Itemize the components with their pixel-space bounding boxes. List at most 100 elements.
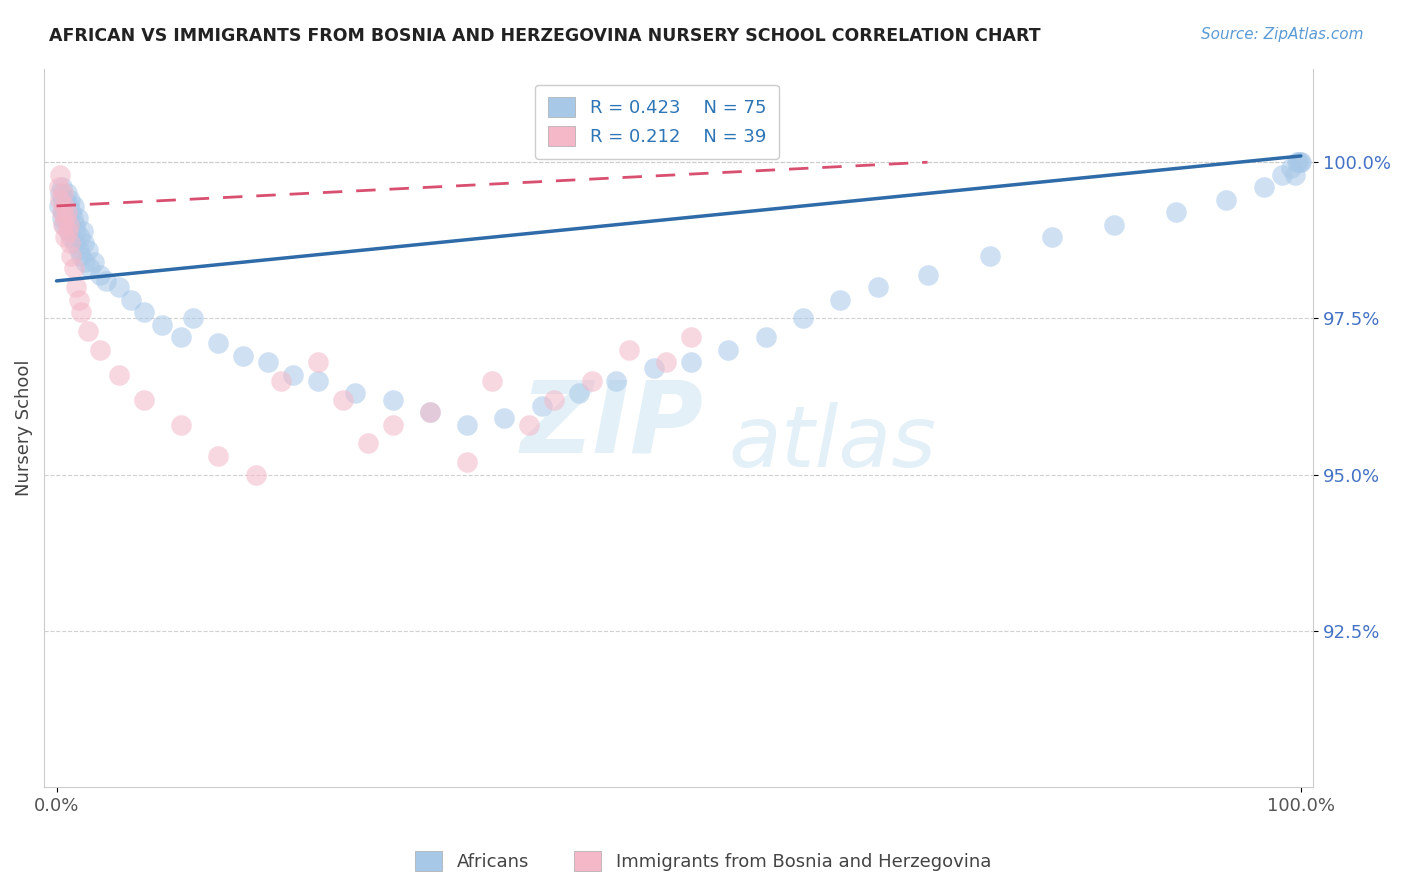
Point (58, 199, 80, 213)
Point (207, 336, 229, 351)
Point (58, 218, 80, 232)
Point (281, 368, 304, 382)
Point (63, 236, 86, 251)
Point (530, 399, 553, 413)
Point (1271, 168, 1294, 182)
Point (1288, 155, 1310, 169)
Point (456, 417, 478, 432)
Point (120, 293, 142, 307)
Point (70, 305, 93, 319)
Point (67, 293, 90, 307)
Point (866, 280, 889, 294)
Point (76, 243, 98, 257)
Point (830, 293, 852, 307)
Point (150, 318, 173, 332)
Point (519, 417, 541, 432)
Point (1040, 230, 1063, 244)
Point (717, 343, 740, 357)
Point (917, 268, 939, 282)
Point (89, 343, 111, 357)
Point (207, 449, 229, 463)
Point (1253, 180, 1275, 194)
Text: ZIP: ZIP (520, 376, 703, 473)
Point (55, 205, 77, 219)
Point (52, 218, 75, 232)
Point (1215, 193, 1237, 207)
Point (481, 374, 503, 388)
Point (53, 218, 76, 232)
Point (83, 255, 105, 269)
Point (63, 261, 86, 276)
Point (48, 180, 70, 194)
Point (419, 405, 441, 419)
Point (52, 205, 75, 219)
Point (60, 249, 83, 263)
Point (55, 186, 77, 201)
Point (63, 218, 86, 232)
Point (65, 280, 87, 294)
Point (79, 261, 101, 276)
Point (65, 224, 87, 238)
Point (1286, 155, 1309, 169)
Point (58, 224, 80, 238)
Point (979, 249, 1001, 263)
Point (681, 355, 703, 369)
Point (568, 386, 591, 401)
Point (1279, 161, 1302, 176)
Point (605, 374, 627, 388)
Point (53, 193, 76, 207)
Point (53, 199, 76, 213)
Point (52, 193, 75, 207)
Point (49, 168, 72, 182)
Point (1102, 218, 1125, 232)
Point (52, 186, 75, 201)
Point (56, 211, 79, 226)
Point (617, 343, 640, 357)
Point (132, 392, 155, 407)
Point (419, 405, 441, 419)
Point (170, 417, 193, 432)
Point (681, 330, 703, 344)
Point (59, 193, 82, 207)
Legend: R = 0.423    N = 75, R = 0.212    N = 39: R = 0.423 N = 75, R = 0.212 N = 39 (536, 85, 779, 159)
Point (170, 330, 193, 344)
Point (344, 386, 367, 401)
Point (75, 255, 97, 269)
Point (49, 186, 72, 201)
Point (89, 268, 111, 282)
Point (307, 374, 329, 388)
Point (356, 436, 378, 450)
Point (792, 311, 814, 326)
Point (1284, 168, 1306, 182)
Point (232, 349, 254, 363)
Point (1286, 155, 1309, 169)
Point (60, 230, 83, 244)
Point (655, 355, 678, 369)
Point (643, 361, 665, 376)
Point (69, 230, 91, 244)
Point (1166, 205, 1188, 219)
Point (53, 230, 76, 244)
Point (755, 330, 778, 344)
Point (53, 199, 76, 213)
Point (73, 236, 96, 251)
Point (381, 417, 404, 432)
Point (51, 180, 73, 194)
Point (1289, 155, 1312, 169)
Point (67, 243, 90, 257)
Point (53, 211, 76, 226)
Point (332, 392, 354, 407)
Point (49, 193, 72, 207)
Point (70, 249, 93, 263)
Point (66, 211, 89, 226)
Point (63, 199, 86, 213)
Point (456, 455, 478, 469)
Text: Source: ZipAtlas.com: Source: ZipAtlas.com (1201, 27, 1364, 42)
Point (96, 274, 118, 288)
Legend: Africans, Immigrants from Bosnia and Herzegovina: Africans, Immigrants from Bosnia and Her… (408, 844, 998, 879)
Point (51, 211, 73, 226)
Point (48, 199, 70, 213)
Text: AFRICAN VS IMMIGRANTS FROM BOSNIA AND HERZEGOVINA NURSERY SCHOOL CORRELATION CHA: AFRICAN VS IMMIGRANTS FROM BOSNIA AND HE… (49, 27, 1040, 45)
Y-axis label: Nursery School: Nursery School (15, 359, 32, 496)
Text: atlas: atlas (728, 401, 936, 484)
